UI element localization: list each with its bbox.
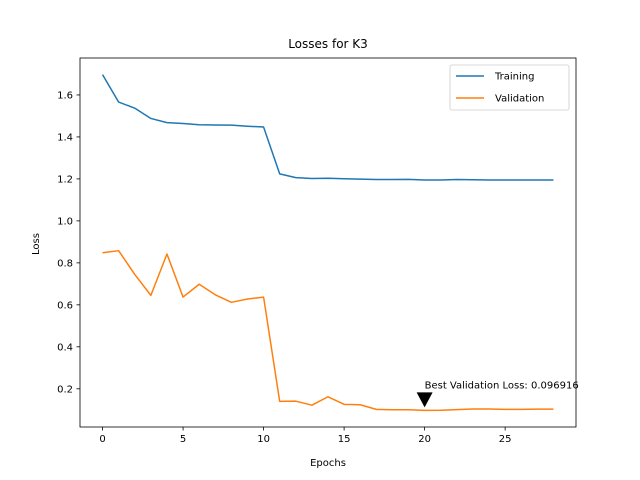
- x-tick-label: 0: [99, 434, 105, 445]
- y-tick-label: 1.0: [57, 216, 73, 227]
- axes-frame: [79, 57, 577, 428]
- series-line-validation: [102, 249, 554, 412]
- x-axis-label: Epochs: [310, 458, 346, 469]
- best-validation-annotation: Best Validation Loss: 0.096916: [425, 380, 579, 391]
- x-tick-label: 20: [418, 434, 431, 445]
- y-tick-label: 1.2: [57, 174, 73, 185]
- x-tick-label: 15: [338, 434, 351, 445]
- series-line-training: [101, 74, 554, 181]
- legend-label-training: Training: [494, 72, 534, 83]
- y-tick-label: 0.8: [57, 258, 73, 269]
- y-tick-label: 0.2: [57, 384, 73, 395]
- y-tick-label: 1.4: [57, 132, 73, 143]
- x-tick-label: 5: [180, 434, 186, 445]
- y-axis-label: Loss: [31, 233, 42, 255]
- legend-label-validation: Validation: [495, 94, 544, 105]
- legend: Training Validation: [449, 64, 570, 111]
- plot-background: [80, 58, 576, 427]
- x-tick-label: 10: [257, 434, 270, 445]
- y-tick-label: 1.6: [57, 90, 73, 101]
- y-tick-label: 0.4: [57, 342, 73, 353]
- x-tick-label: 25: [499, 434, 512, 445]
- chart-title: Losses for K3: [288, 37, 368, 51]
- y-tick-label: 0.6: [57, 300, 73, 311]
- plot-area: 0 5 10 15 20 25 0.2 0.4 0.6 0.8 1.0 1.2 1.4 1.6 Best V…: [57, 57, 579, 445]
- best-validation-marker: [416, 392, 433, 408]
